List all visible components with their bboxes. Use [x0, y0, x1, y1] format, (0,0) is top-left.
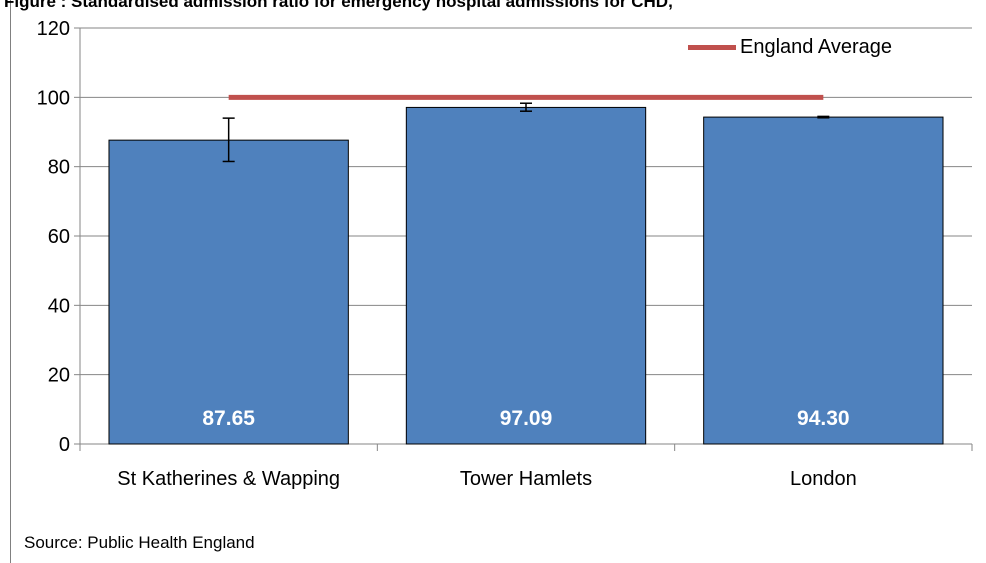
y-tick-label: 100 [37, 87, 70, 109]
bar-value-label: 87.65 [202, 407, 255, 430]
bar [703, 116, 944, 445]
y-tick-label: 20 [48, 365, 70, 387]
y-tick-label: 0 [59, 434, 70, 456]
y-tick-label: 120 [37, 18, 70, 40]
chart-title: Figure : Standardised admission ratio fo… [4, 0, 673, 11]
legend: England Average [688, 36, 892, 59]
bar-value-label: 97.09 [500, 407, 553, 430]
y-tick-label: 80 [48, 157, 70, 179]
bar [405, 106, 647, 445]
source-note: Source: Public Health England [24, 533, 255, 552]
y-tick-label: 60 [48, 226, 70, 248]
bar-value-label: 94.30 [797, 407, 850, 430]
bar [108, 139, 349, 445]
frame-border [10, 0, 11, 563]
y-tick-label: 40 [48, 295, 70, 317]
x-tick-label: St Katherines & Wapping [117, 468, 340, 490]
x-tick-label: Tower Hamlets [460, 468, 592, 490]
legend-label: England Average [740, 36, 892, 58]
legend-swatch-england-average [688, 45, 736, 50]
x-tick-label: London [790, 468, 857, 490]
